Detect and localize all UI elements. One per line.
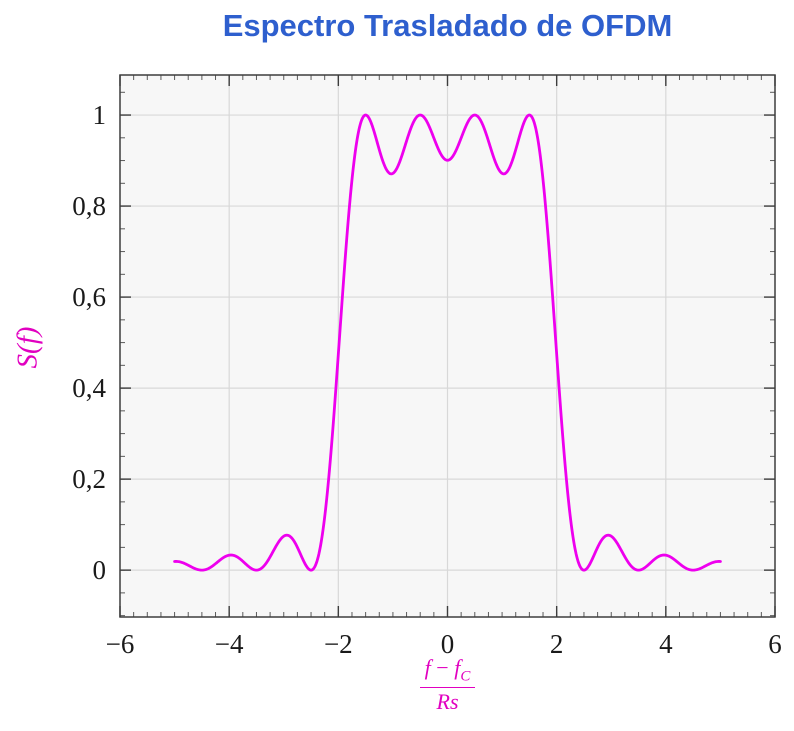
x-num-fc: f — [454, 655, 461, 680]
x-tick-label: 0 — [441, 629, 455, 659]
x-tick-label: 2 — [550, 629, 564, 659]
chart-title: Espectro Trasladado de OFDM — [222, 8, 673, 43]
y-tick-label: 0,4 — [72, 373, 106, 403]
x-den-text: Rs — [436, 688, 459, 714]
x-tick-label: −4 — [215, 629, 244, 659]
x-axis-fraction: f − fC Rs — [419, 655, 476, 714]
y-tick-label: 0 — [93, 555, 107, 585]
grid-lines — [120, 75, 775, 617]
y-tick-label: 0,8 — [72, 191, 106, 221]
x-tick-label: −2 — [324, 629, 353, 659]
spectrum-curve — [173, 113, 722, 572]
x-axis-label: f − fC Rs — [120, 655, 775, 714]
x-axis-fraction-numerator: f − fC — [419, 655, 476, 688]
y-tick-label: 0,6 — [72, 282, 106, 312]
x-tick-label: −6 — [106, 629, 135, 659]
y-tick-label: 1 — [93, 100, 107, 130]
plot-frame — [119, 74, 776, 618]
x-num-minus: − — [430, 655, 455, 680]
x-axis-fraction-denominator: Rs — [420, 688, 476, 714]
tick-labels: −6 −4 −2 0 2 4 6 0 0,2 0,4 0,6 0,8 1 — [72, 100, 782, 659]
x-num-subscript: C — [460, 668, 471, 685]
x-tick-label: 4 — [659, 629, 673, 659]
x-tick-label: 6 — [768, 629, 782, 659]
y-tick-label: 0,2 — [72, 464, 106, 494]
x-num-f: f — [424, 655, 431, 680]
